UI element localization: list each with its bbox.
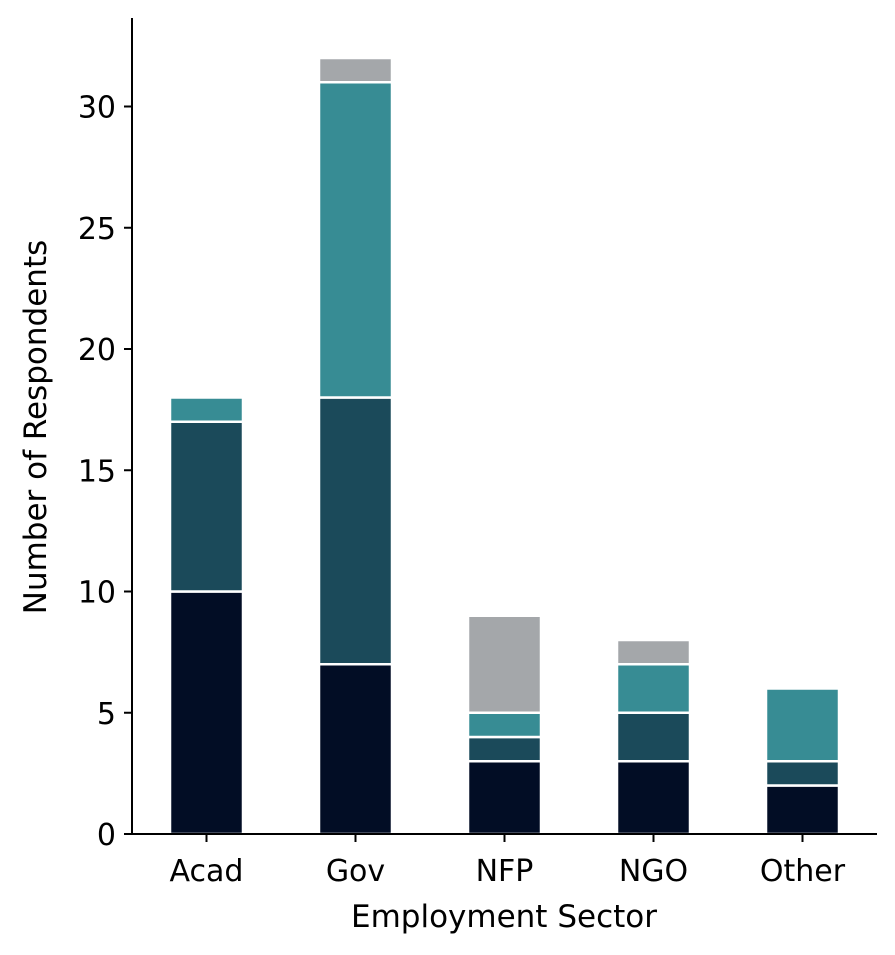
bar-segment-gov-3 xyxy=(317,81,394,399)
bar-segment-gov-2 xyxy=(317,396,394,666)
x-tick-label-other: Other xyxy=(760,854,846,889)
y-tick-label: 30 xyxy=(78,91,116,126)
y-tick-label: 20 xyxy=(78,333,116,368)
y-tick-label: 25 xyxy=(78,212,116,247)
x-axis-ticks: Acad Gov NFP NGO Other xyxy=(170,834,846,889)
bar-segment-gov-1 xyxy=(317,663,394,836)
y-axis-label: Number of Respondents xyxy=(18,240,54,614)
bar-segment-other-2 xyxy=(764,760,841,787)
bar-segment-nfp-1 xyxy=(466,760,543,836)
bar-segment-nfp-3 xyxy=(466,711,543,739)
bar-segment-nfp-4 xyxy=(466,614,543,714)
bar-segment-gov-4 xyxy=(317,56,394,84)
bar-segment-other-1 xyxy=(764,784,841,836)
bar-segment-other-3 xyxy=(764,687,841,763)
y-axis-ticks: 0 5 10 15 20 25 30 xyxy=(78,91,132,853)
bar-segment-ngo-2 xyxy=(615,711,692,763)
x-tick-label-ngo: NGO xyxy=(619,854,688,889)
bar-segment-ngo-1 xyxy=(615,760,692,836)
y-tick-label: 0 xyxy=(97,818,116,853)
bar-segment-ngo-3 xyxy=(615,663,692,714)
x-tick-label-acad: Acad xyxy=(170,854,244,889)
x-axis-label: Employment Sector xyxy=(351,899,657,935)
y-tick-label: 15 xyxy=(78,454,116,489)
bar-segment-acad-3 xyxy=(168,396,245,423)
y-tick-label: 10 xyxy=(78,576,116,611)
bar-segment-acad-2 xyxy=(168,420,245,593)
x-tick-label-gov: Gov xyxy=(326,854,385,889)
y-tick-label: 5 xyxy=(97,697,116,732)
bar-segment-ngo-4 xyxy=(615,638,692,666)
bar-segment-acad-1 xyxy=(168,590,245,836)
bars-layer xyxy=(168,56,841,836)
bar-segment-nfp-2 xyxy=(466,735,543,763)
x-tick-label-nfp: NFP xyxy=(476,854,534,889)
